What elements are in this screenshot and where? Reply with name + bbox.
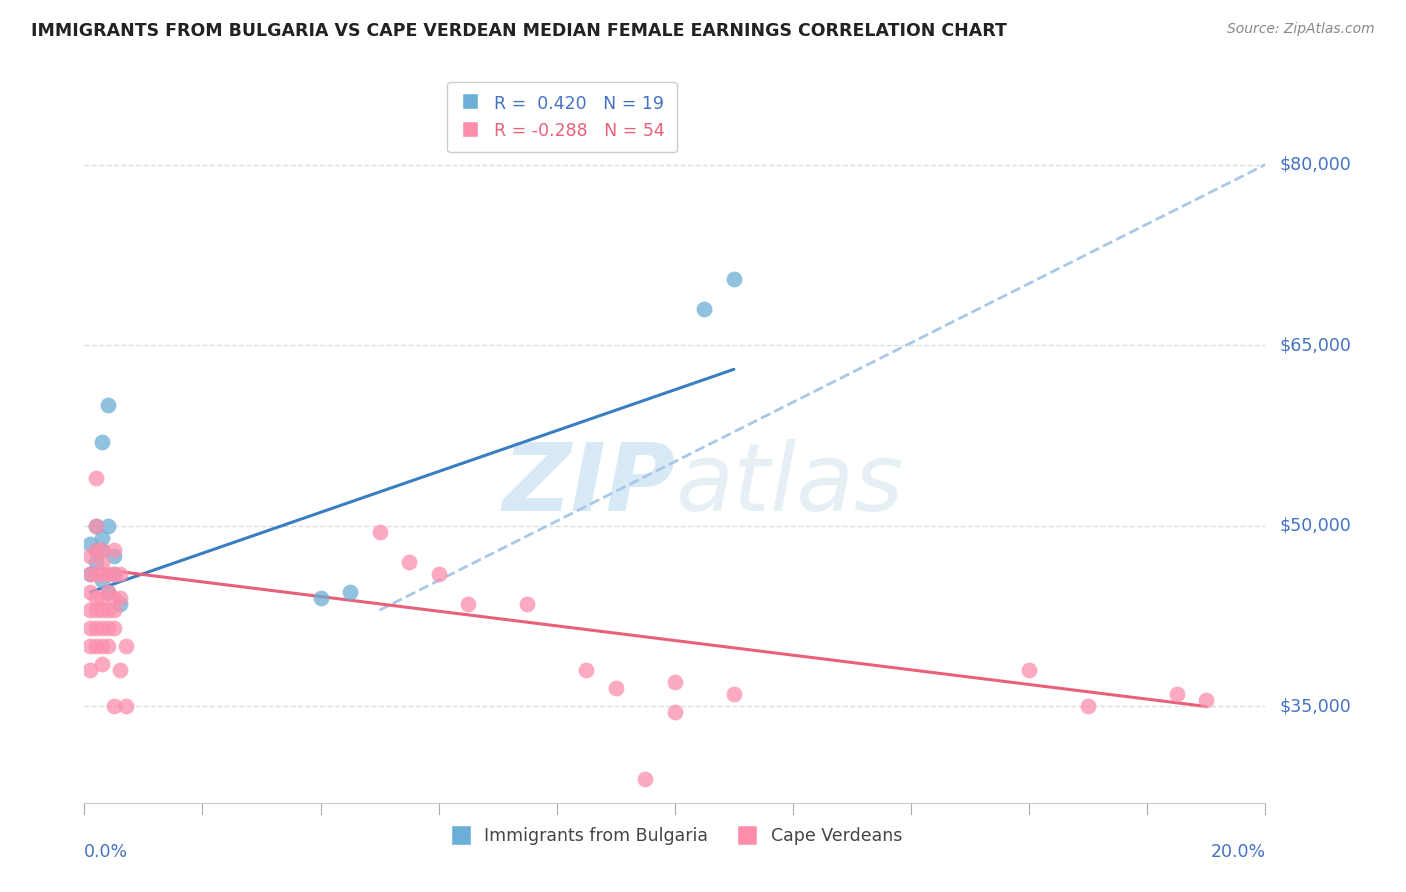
Point (79, 567, 101, 582)
Point (79, 585, 101, 599)
Point (97, 621, 120, 635)
Point (309, 591, 332, 606)
Point (1018, 664, 1040, 678)
Point (91, 434, 114, 449)
Point (79, 639, 101, 653)
Point (103, 591, 125, 606)
Text: ZIP: ZIP (502, 439, 675, 531)
Point (84, 518, 107, 533)
Legend: Immigrants from Bulgaria, Cape Verdeans: Immigrants from Bulgaria, Cape Verdeans (440, 820, 910, 852)
Point (575, 664, 598, 678)
Point (103, 549, 125, 563)
Point (84, 470, 107, 484)
Point (84, 591, 107, 606)
Point (339, 585, 361, 599)
Point (114, 639, 136, 653)
Point (79, 664, 101, 678)
Point (516, 597, 538, 611)
Point (84, 542, 107, 557)
Point (91, 603, 114, 617)
Point (114, 699, 136, 714)
Point (79, 621, 101, 635)
Text: $65,000: $65,000 (1279, 336, 1351, 354)
Text: 20.0%: 20.0% (1211, 843, 1265, 861)
Point (108, 567, 131, 582)
Point (91, 591, 114, 606)
Point (79, 567, 101, 582)
Point (84, 621, 107, 635)
Point (108, 664, 131, 678)
Text: Source: ZipAtlas.com: Source: ZipAtlas.com (1227, 22, 1375, 37)
Point (97, 585, 120, 599)
Point (91, 567, 114, 582)
Point (693, 301, 716, 317)
Point (664, 675, 686, 690)
Point (84, 518, 107, 533)
Point (97, 567, 120, 582)
Point (1195, 693, 1218, 707)
Text: $50,000: $50,000 (1279, 516, 1351, 535)
Point (103, 603, 125, 617)
Point (634, 772, 657, 786)
Point (84, 542, 107, 557)
Point (103, 699, 125, 714)
Point (91, 621, 114, 635)
Point (84, 555, 107, 569)
Point (427, 567, 450, 582)
Text: IMMIGRANTS FROM BULGARIA VS CAPE VERDEAN MEDIAN FEMALE EARNINGS CORRELATION CHAR: IMMIGRANTS FROM BULGARIA VS CAPE VERDEAN… (31, 22, 1007, 40)
Point (97, 398, 120, 412)
Point (108, 597, 131, 611)
Point (79, 549, 101, 563)
Point (91, 542, 114, 557)
Point (723, 687, 745, 701)
Point (103, 567, 125, 582)
Point (103, 542, 125, 557)
Point (103, 567, 125, 582)
Point (91, 573, 114, 587)
Point (97, 603, 120, 617)
Point (91, 542, 114, 557)
Point (79, 603, 101, 617)
Point (723, 272, 745, 286)
Point (398, 555, 420, 569)
Point (91, 657, 114, 672)
Point (79, 537, 101, 551)
Text: $80,000: $80,000 (1279, 155, 1351, 174)
Point (84, 603, 107, 617)
Text: 0.0%: 0.0% (84, 843, 128, 861)
Text: atlas: atlas (675, 440, 903, 531)
Point (84, 639, 107, 653)
Point (108, 591, 131, 606)
Point (1077, 699, 1099, 714)
Point (84, 567, 107, 582)
Point (368, 524, 391, 539)
Point (97, 639, 120, 653)
Point (664, 706, 686, 720)
Point (97, 518, 120, 533)
Text: $35,000: $35,000 (1279, 698, 1351, 715)
Point (91, 639, 114, 653)
Point (457, 597, 479, 611)
Point (605, 681, 627, 696)
Point (91, 531, 114, 545)
Point (103, 621, 125, 635)
Point (1166, 687, 1188, 701)
Point (91, 555, 114, 569)
Point (97, 585, 120, 599)
